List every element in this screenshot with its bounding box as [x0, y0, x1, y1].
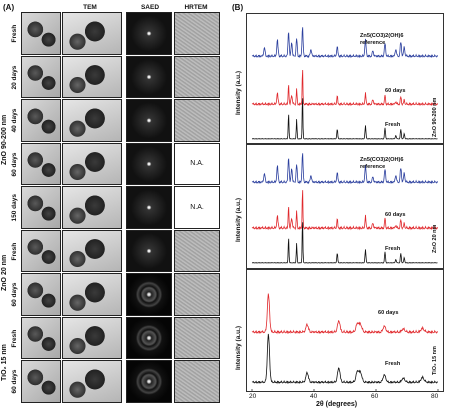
annot-60d-2: 60 days — [385, 212, 406, 218]
xrd-trace-60days-3 — [251, 293, 438, 335]
xrd-plot — [251, 27, 439, 392]
col-header-tem: TEM — [83, 4, 97, 11]
xrd-trace-fresh-1 — [251, 98, 438, 140]
saed-pattern — [126, 186, 172, 229]
saed-pattern — [126, 273, 172, 316]
xtick-80: 80 — [431, 393, 439, 400]
side-label-zno-20: ZnO 20 nm — [432, 224, 438, 253]
saed-pattern — [126, 55, 172, 98]
hrtem-image — [174, 273, 220, 316]
xtick-60: 60 — [371, 393, 379, 400]
hrtem-image — [174, 12, 220, 55]
xtick-20: 20 — [249, 393, 257, 400]
tem-image-high-mag — [62, 99, 122, 142]
hrtem-image — [174, 99, 220, 142]
hrtem-image — [174, 229, 220, 272]
saed-pattern — [126, 142, 172, 185]
tem-image-low-mag — [21, 55, 61, 98]
panel-a-label: (A) — [3, 3, 15, 12]
panel-b-label: (B) — [232, 3, 244, 12]
xrd-trace-reference-1 — [251, 27, 438, 59]
row-label: 60 days — [11, 282, 18, 307]
saed-pattern — [126, 12, 172, 55]
tem-image-low-mag — [21, 229, 61, 272]
row-label: 40 days — [11, 108, 18, 133]
xrd-trace-reference-2 — [251, 153, 438, 185]
row-label: 20 days — [11, 65, 18, 90]
tem-image-high-mag — [62, 229, 122, 272]
tem-image-low-mag — [21, 186, 61, 229]
saed-pattern — [126, 99, 172, 142]
xrd-subpanel-zno-20 — [246, 144, 444, 269]
xlabel: 2θ (degrees) — [316, 401, 358, 408]
tem-image-low-mag — [21, 273, 61, 316]
xrd-subpanel-tio2-15 — [246, 269, 444, 392]
tem-image-high-mag — [62, 12, 122, 55]
tem-image-low-mag — [21, 360, 61, 403]
row-label: Fresh — [11, 24, 18, 43]
tem-image-high-mag — [62, 186, 122, 229]
hrtem-image — [174, 55, 220, 98]
saed-pattern — [126, 316, 172, 359]
group-label-zno-20: ZnO 20 nm — [1, 254, 8, 291]
annot-60d-3: 60 days — [378, 310, 399, 316]
col-header-hrtem: HRTEM — [184, 4, 208, 11]
group-label-tio2-15: TiO₂ 15 nm — [1, 344, 8, 381]
tem-image-high-mag — [62, 316, 122, 359]
ylabel-3: Intensity (a.u.) — [235, 325, 242, 370]
annot-60d-1: 60 days — [385, 88, 406, 94]
annot-fresh-2: Fresh — [385, 246, 401, 252]
xrd-trace-60days-2 — [251, 190, 438, 231]
tem-image-high-mag — [62, 55, 122, 98]
xrd-trace-60days-1 — [251, 69, 438, 107]
xtick-40: 40 — [310, 393, 318, 400]
side-label-zno-90-200: ZnO 90-200 nm — [432, 97, 438, 137]
saed-pattern — [126, 229, 172, 272]
group-label-zno-90-200: ZnO 90-200 nm — [1, 114, 8, 166]
saed-pattern — [126, 360, 172, 403]
hrtem-not-available: N.A. — [174, 186, 220, 229]
hrtem-image — [174, 360, 220, 403]
ylabel-1: Intensity (a.u.) — [235, 70, 242, 115]
side-label-tio2-15: TiO₂ 15 nm — [432, 346, 438, 375]
row-label: 150 days — [11, 194, 18, 222]
tem-image-high-mag — [62, 273, 122, 316]
tem-image-high-mag — [62, 142, 122, 185]
row-label: Fresh — [11, 329, 18, 348]
row-label: 60 days — [11, 369, 18, 394]
annot-ref-1: Zn5(CO3)2(OH)6 reference — [360, 33, 404, 46]
annot-ref-2: Zn5(CO3)2(OH)6 reference — [360, 157, 404, 170]
annot-fresh-1: Fresh — [385, 122, 401, 128]
row-label: 60 days — [11, 152, 18, 177]
ylabel-2: Intensity (a.u.) — [235, 197, 242, 242]
xrd-subpanel-zno-90-200 — [246, 13, 444, 144]
xrd-trace-fresh-3 — [251, 333, 438, 385]
annot-fresh-3: Fresh — [385, 361, 401, 367]
tem-image-low-mag — [21, 99, 61, 142]
col-header-saed: SAED — [140, 4, 160, 11]
xrd-trace-fresh-2 — [251, 222, 438, 264]
tem-image-low-mag — [21, 142, 61, 185]
row-label: Fresh — [11, 242, 18, 261]
hrtem-image — [174, 316, 220, 359]
tem-image-low-mag — [21, 12, 61, 55]
tem-image-high-mag — [62, 360, 122, 403]
hrtem-not-available: N.A. — [174, 142, 220, 185]
tem-image-low-mag — [21, 316, 61, 359]
